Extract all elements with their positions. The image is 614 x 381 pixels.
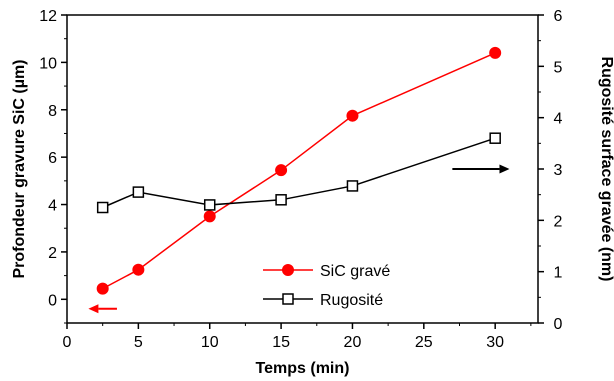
legend-label-2: Rugosité	[320, 292, 383, 309]
x-tick-label: 30	[486, 334, 504, 351]
x-tick-label: 5	[134, 334, 143, 351]
data-point-circle	[346, 109, 359, 122]
data-point-square	[96, 201, 109, 214]
annotation-arrows	[88, 164, 510, 314]
data-point-circle	[132, 263, 145, 276]
y-right-tick-label: 1	[554, 265, 563, 282]
x-tick-label: 0	[63, 334, 72, 351]
y-left-tick-label: 4	[48, 198, 57, 215]
y-axis-right-title: Rugosité surface gravée (nm)	[598, 57, 614, 282]
y-right-tick-label: 4	[554, 111, 563, 128]
y-left-tick-label: 6	[48, 150, 57, 167]
y-left-tick-label: 2	[48, 245, 57, 262]
legend-marker-square	[282, 293, 294, 305]
x-tick-label: 20	[344, 334, 362, 351]
legend-marker-circle	[282, 264, 294, 276]
data-point-square	[275, 194, 287, 206]
data-point-circle	[489, 46, 502, 59]
data-point-square	[203, 199, 216, 211]
y-left-tick-label: 10	[39, 55, 57, 72]
legend-label-1: SiC gravé	[320, 263, 390, 280]
arrow-right-head	[499, 164, 510, 174]
x-tick-label: 15	[272, 334, 290, 351]
legend: SiC gravé Rugosité	[263, 263, 390, 309]
y-right-tick-label: 6	[554, 8, 563, 25]
y-left-tick-label: 8	[48, 103, 57, 120]
data-point-circle	[275, 164, 288, 177]
series-layer	[96, 46, 502, 295]
x-tick-label: 25	[415, 334, 433, 351]
y-left-tick-label: 0	[48, 292, 57, 309]
data-point-square	[132, 186, 145, 198]
data-point-circle	[96, 282, 109, 295]
y-right-tick-label: 2	[554, 213, 563, 230]
y-right-tick-label: 0	[554, 316, 563, 333]
data-point-square	[346, 180, 359, 192]
y-right-tick-label: 3	[554, 162, 563, 179]
data-point-circle	[203, 210, 216, 223]
x-tick-label: 10	[201, 334, 219, 351]
series-line-1	[102, 52, 496, 290]
y-right-tick-label: 5	[554, 59, 563, 76]
y-left-tick-label: 12	[39, 8, 57, 25]
x-axis-title: Temps (min)	[256, 360, 350, 377]
arrow-left-head	[88, 304, 99, 314]
data-point-square	[489, 132, 501, 144]
y-axis-left-title: Profondeur gravure SiC (µm)	[11, 59, 28, 278]
series-line-2	[102, 137, 496, 209]
